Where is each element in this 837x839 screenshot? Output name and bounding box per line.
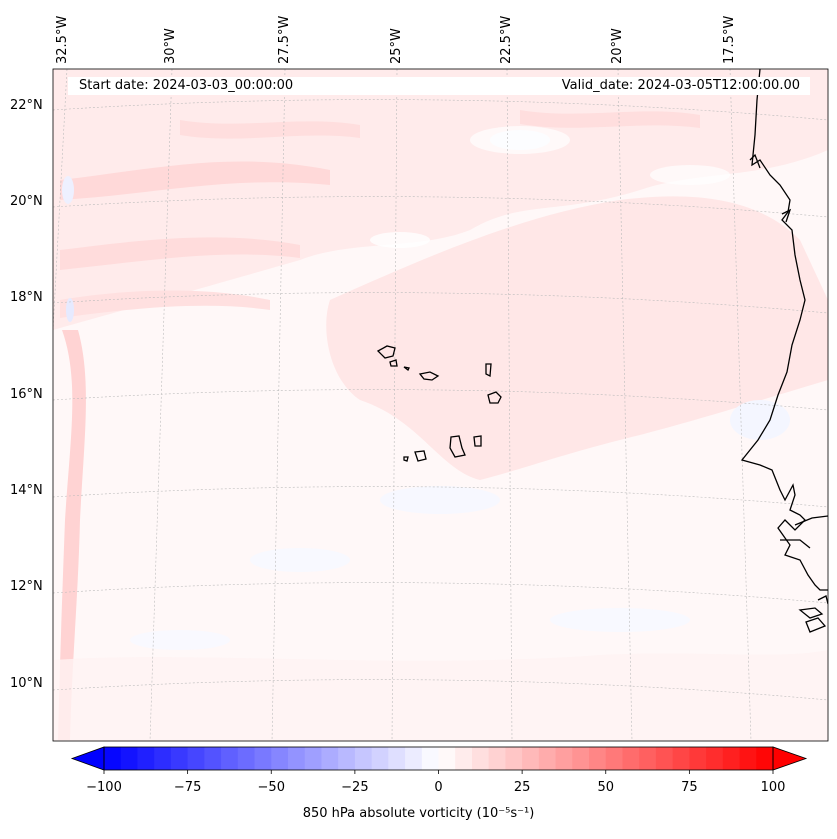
colorbar-tick-label: 25 [513, 780, 531, 795]
colorbar-level [555, 747, 573, 770]
colorbar-tick-label: 75 [681, 780, 698, 795]
lat-label-12n: 12°N [10, 579, 43, 594]
lat-label-16n: 16°N [10, 387, 43, 402]
colorbar-level [287, 747, 306, 770]
colorbar-tick-label: −25 [341, 780, 369, 795]
colorbar-tick-label: 100 [760, 780, 786, 795]
colorbar-level [204, 747, 222, 770]
colorbar-level [488, 747, 506, 770]
colorbar-caption: 850 hPa absolute vorticity (10⁻⁵s⁻¹) [302, 806, 535, 821]
cape-verde-islands [376, 345, 502, 462]
colorbar-level [589, 747, 607, 770]
colorbar-level [271, 747, 289, 770]
colorbar-extend-low [70, 746, 105, 771]
colorbar-level [572, 747, 590, 770]
colorbar-level [321, 747, 339, 770]
colorbar-level [137, 747, 155, 770]
colorbar-level [120, 747, 138, 770]
lon-label-32-5w: 32.5°W [55, 15, 70, 64]
colorbar-level [689, 747, 707, 770]
lat-label-14n: 14°N [10, 483, 43, 498]
lon-label-27-5w: 27.5°W [277, 15, 292, 64]
colorbar-level [187, 747, 205, 770]
colorbar-extend-high [772, 746, 808, 771]
colorbar-level [505, 747, 523, 770]
colorbar-level [438, 747, 456, 770]
colorbar-level [605, 747, 623, 770]
colorbar-level [104, 747, 122, 770]
lon-label-30w: 30°W [163, 28, 178, 64]
colorbar-level [421, 747, 439, 770]
colorbar-tick-label: 50 [597, 780, 615, 795]
colorbar-tick-label: −75 [173, 780, 202, 795]
lat-label-10n: 10°N [10, 676, 43, 691]
lat-label-20n: 20°N [10, 194, 43, 209]
colorbar-level [471, 747, 490, 770]
colorbar [70, 746, 808, 774]
colorbar-tick-label: −50 [257, 780, 285, 795]
colorbar-level [538, 747, 557, 770]
colorbar-tick-label: −100 [86, 780, 122, 795]
colorbar-level [739, 747, 757, 770]
colorbar-level [354, 747, 373, 770]
colorbar-level [371, 747, 389, 770]
colorbar-level [722, 747, 741, 770]
info-banner [68, 77, 810, 95]
colorbar-level [405, 747, 423, 770]
lon-label-17-5w: 17.5°W [722, 15, 737, 64]
graticule [53, 69, 828, 741]
colorbar-level [170, 747, 189, 770]
colorbar-level [388, 747, 406, 770]
colorbar-level [455, 747, 473, 770]
colorbar-level [655, 747, 674, 770]
lon-label-20w: 20°W [610, 28, 625, 64]
african-coastline [740, 69, 828, 633]
valid-date-label: Valid_date: 2024-03-05T12:00:00.00 [561, 78, 800, 93]
colorbar-level [706, 747, 724, 770]
vorticity-field [53, 69, 828, 741]
colorbar-level [338, 747, 356, 770]
start-date-label: Start date: 2024-03-03_00:00:00 [79, 78, 294, 93]
lat-label-22n: 22°N [10, 98, 43, 113]
colorbar-tick-label: 0 [434, 780, 443, 795]
lon-label-22-5w: 22.5°W [499, 15, 514, 64]
colorbar-level [622, 747, 640, 770]
colorbar-level [221, 747, 239, 770]
colorbar-level [154, 747, 172, 770]
map-frame [52, 68, 829, 742]
colorbar-level [237, 747, 256, 770]
lat-label-18n: 18°N [10, 290, 43, 305]
colorbar-level [639, 747, 657, 770]
colorbar-level [304, 747, 322, 770]
colorbar-level [254, 747, 272, 770]
colorbar-level [672, 747, 690, 770]
colorbar-level [756, 747, 774, 770]
colorbar-level [522, 747, 540, 770]
lon-label-25w: 25°W [389, 28, 404, 64]
